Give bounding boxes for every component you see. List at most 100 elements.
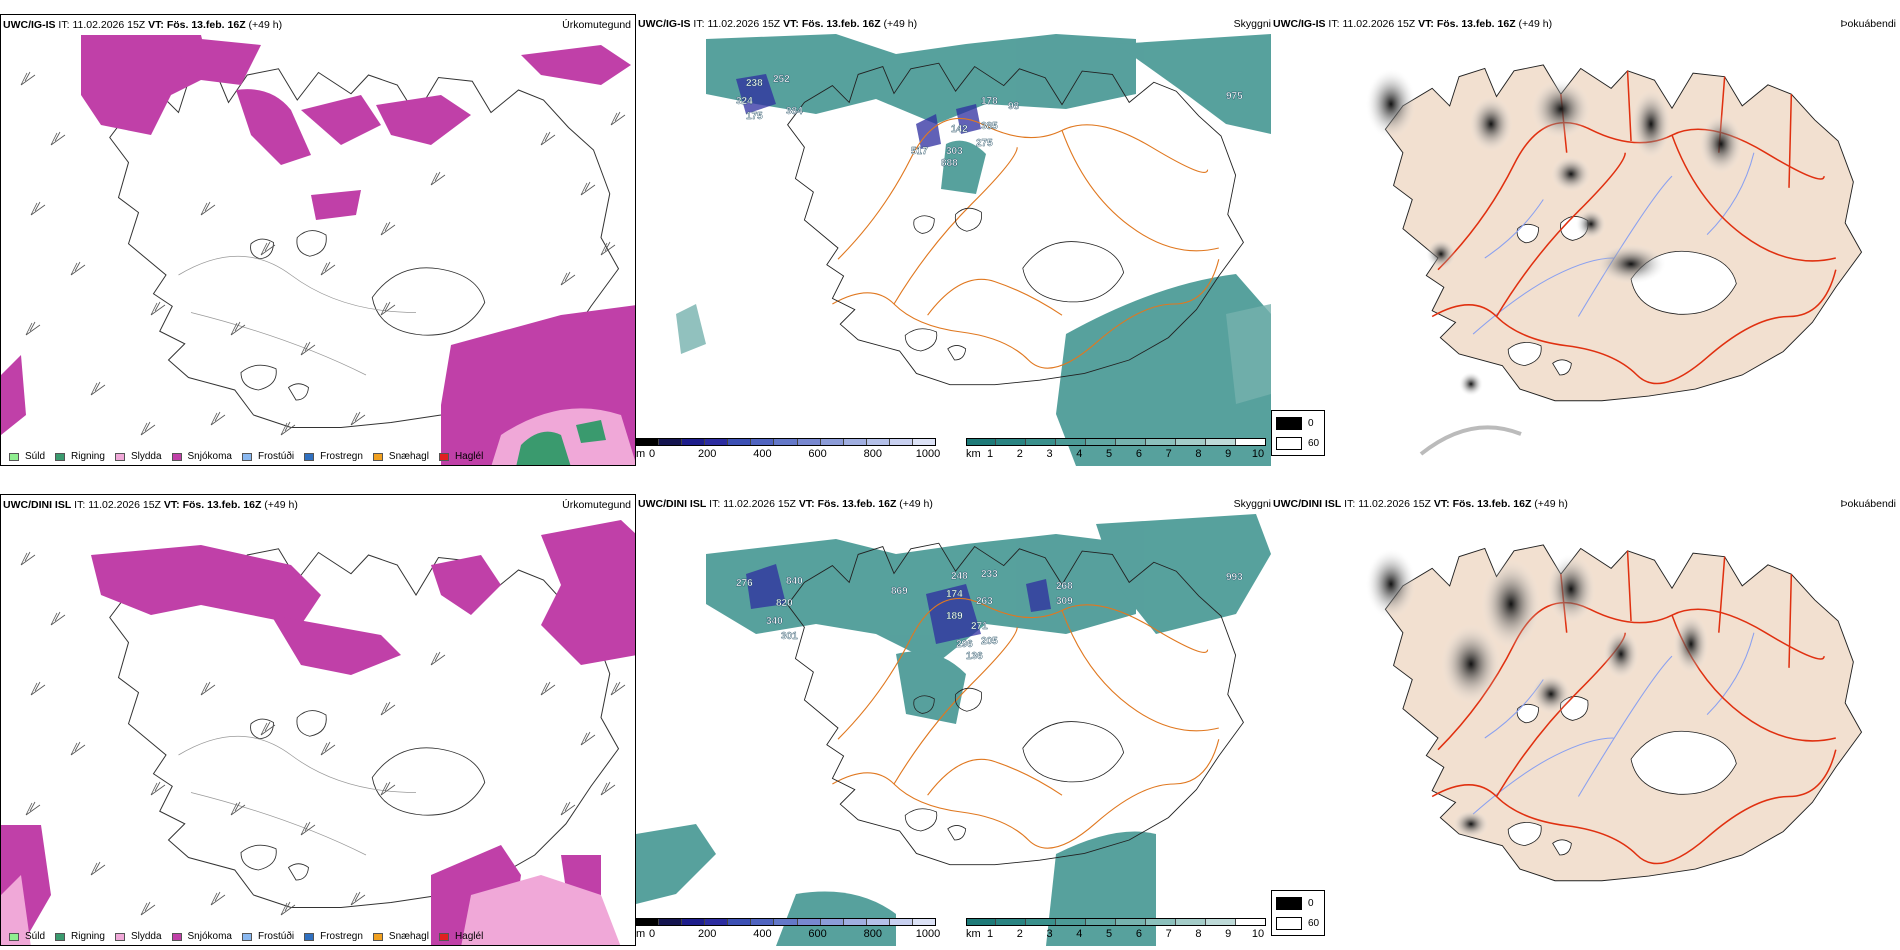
colorbar-segment [1206,918,1236,926]
fog-panel-top: UWC/IG-IS IT: 11.02.2026 15Z VT: Fös. 13… [1271,14,1900,466]
precip-legend-label: Haglél [454,931,484,942]
colorbar-segment [705,918,729,926]
colorbar-tick-label: 7 [1165,448,1172,460]
cloud-base-height-label: 248 [951,571,968,582]
cloud-base-height-label: 252 [773,74,790,85]
valid-time: Fös. 13.feb. 16Z [1452,498,1532,510]
panel-header-bottom-2: UWC/DINI ISL IT: 11.02.2026 15Z VT: Fös.… [638,498,933,510]
colorbar-tick-label: 5 [1106,928,1113,940]
colorbar-segment [843,438,867,446]
panel-title-precip-top: Úrkomutegund [562,19,631,31]
run-prefix: IT: [1344,498,1356,510]
precip-legend-item: Súld [9,931,45,942]
colorbar-unit: m [636,448,646,460]
colorbar-segment [1026,438,1056,446]
precip-legend-item: Snæhagl [372,451,429,462]
valid-prefix: VT: [1418,18,1434,30]
valid-time: Fös. 13.feb. 16Z [1436,18,1516,30]
colorbar-segment [866,918,890,926]
colorbar-segment [636,438,660,446]
cloud-base-height-label: 324 [736,96,753,107]
cloud-base-panel-bottom: 276 840 820 340 301 869 248 233 174 263 189 271 296 2… [636,494,1271,946]
fog-key-dark-label: 0 [1308,898,1314,909]
valid-time: Fös. 13.feb. 16Z [801,18,881,30]
colorbar-segment [682,438,706,446]
run-time: 11.02.2026 15Z [88,499,161,511]
colorbar-segment [1086,918,1116,926]
colorbar-segment [728,918,752,926]
colorbar-segment [1056,918,1086,926]
precip-legend-label: Rigning [71,451,105,462]
lead-time: (+49 h) [1518,18,1553,30]
colorbar-segment [966,918,996,926]
valid-prefix: VT: [163,499,180,511]
model-name: UWC/DINI ISL [3,499,72,511]
fog-key-bottom: 0 60 [1271,890,1325,936]
precip-legend-item: Haglél [438,451,483,462]
colorbar-tick-label: 600 [808,448,827,460]
precip-legend-swatch [114,452,125,461]
cloud-base-height-label: 888 [941,158,958,169]
colorbar-segment [659,918,683,926]
visibility-colorbar-bottom: km 1 2 3 4 5 6 7 8 9 10 [966,918,1266,942]
colorbar-segment [889,918,913,926]
colorbar-tick-label: 800 [863,928,882,940]
cloud-base-height-label: 303 [946,146,963,157]
precip-legend-label: Súld [25,451,46,462]
colorbar-frame [636,438,936,446]
model-name: UWC/DINI ISL [638,498,707,510]
colorbar-tick-label: 400 [753,928,772,940]
colorbar-segment [1116,918,1146,926]
colorbar-unit: m [636,928,646,940]
height-colorbar-bottom: m 0 200 400 600 800 1000 [636,918,940,942]
cloud-base-height-label: 993 [1226,572,1243,583]
panel-title-cloud-bottom: Skyggni [1233,498,1271,510]
cloud-base-height-label: 840 [786,576,803,587]
precip-legend-bottom: Súld Rigning Slydda Snjókoma Frostúði Frostre… [9,931,493,942]
colorbar-tick-label: 1000 [915,928,941,940]
fog-map-bottom [1366,544,1863,882]
precip-legend-label: Slydda [130,931,162,942]
precip-legend-swatch [171,932,182,941]
colorbar-tick-label: 9 [1225,448,1232,460]
panel-header-top-1: UWC/IG-IS IT: 11.02.2026 15Z VT: Fös. 13… [3,19,282,31]
precip-type-panel-bottom: UWC/DINI ISL IT: 11.02.2026 15Z VT: Fös.… [0,494,636,946]
colorbar-segment [820,438,844,446]
colorbar-tick-label: 7 [1165,928,1172,940]
panel-title-fog-bottom: Þokuábendi [1840,498,1896,510]
colorbar-tick-label: 2 [1016,928,1023,940]
run-prefix: IT: [709,498,721,510]
panel-title-precip-bottom: Úrkomutegund [562,499,631,511]
precip-legend-label: Snæhagl [388,931,429,942]
fog-key-light-label: 60 [1308,438,1320,449]
precip-type-map-bottom [1,520,635,945]
cloud-base-height-label: 820 [776,598,793,609]
valid-time: Fös. 13.feb. 16Z [182,499,262,511]
precip-legend-swatch [438,452,449,461]
colorbar-segment [659,438,683,446]
cloud-base-height-label: 296 [956,639,973,650]
colorbar-tick-label: 5 [1106,448,1113,460]
panel-header-bottom-3: UWC/DINI ISL IT: 11.02.2026 15Z VT: Fös.… [1273,498,1568,510]
run-prefix: IT: [74,499,86,511]
cloud-base-height-label: 142 [951,124,968,135]
precip-legend-swatch [304,932,315,941]
run-time: 11.02.2026 15Z [72,19,146,31]
precip-legend-item: Frostregn [304,931,363,942]
colorbar-tick-label: 10 [1251,448,1265,460]
run-time: 11.02.2026 15Z [723,498,796,510]
precip-legend-swatch [9,932,19,941]
colorbar-segment [1026,918,1056,926]
precip-legend-label: Slydda [130,451,162,462]
colorbar-tick-label: 8 [1195,928,1202,940]
cloud-base-height-label: 268 [1056,581,1073,592]
colorbar-segment [728,438,752,446]
precip-legend-label: Snjókoma [187,451,232,462]
model-name: UWC/IG-IS [638,18,691,30]
colorbar-segment [1146,918,1176,926]
colorbar-segment [866,438,890,446]
precip-legend-item: Rigning [55,451,105,462]
colorbar-tick-label: 0 [648,448,656,460]
cloud-base-height-label: 869 [891,586,908,597]
